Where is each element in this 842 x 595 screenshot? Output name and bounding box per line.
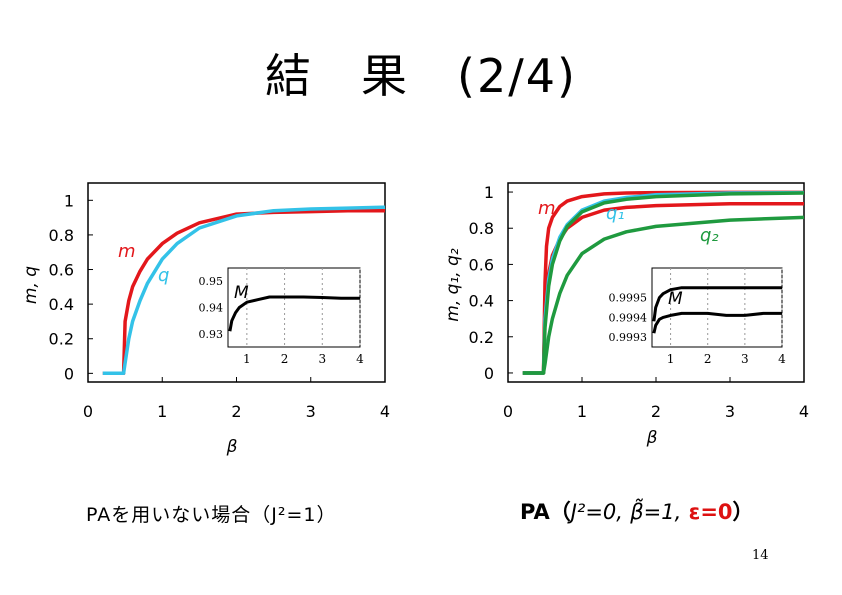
inset-y-tick-label: 0.9995 [609,292,648,305]
page-number: 14 [752,548,769,563]
y-axis-label: m, q₁, q₂ [443,248,463,322]
x-tick-label: 2 [651,402,661,421]
x-tick-label: 1 [157,402,167,421]
x-tick-label: 1 [577,402,587,421]
inset-x-tick-label: 4 [778,352,786,366]
y-tick-label: 0 [484,364,494,383]
y-tick-label: 0.6 [49,261,74,280]
series-line-m [102,208,385,376]
curve-label-q₁: q₁ [606,203,625,224]
y-tick-label: 1 [484,183,494,202]
inset-x-tick-label: 3 [318,352,326,366]
inset-x-tick-label: 3 [741,352,749,366]
inset-frame [227,267,361,348]
series-line-q₂ [522,191,805,375]
x-tick-label: 0 [83,402,93,421]
curve-label-q₂: q₂ [700,225,719,246]
inset-x-tick-label: 1 [243,352,251,366]
y-tick-label: 0.8 [49,226,74,245]
series-line-q [102,205,386,376]
y-tick-label: 0 [64,364,74,383]
x-tick-label: 4 [380,402,390,421]
inset-x-tick-label: 2 [281,352,289,366]
inset-y-tick-label: 0.95 [199,275,224,288]
caption-right-prefix: PA（ [520,500,571,524]
y-axis-label: m, q [21,266,41,304]
caption-right-beta: β̃=1, [630,500,682,524]
caption-left: PAを用いない場合（J²=1） [86,504,337,526]
series-line-q₂ [522,215,805,375]
curve-label-m: m [538,198,556,219]
caption-right-suffix: ） [732,500,754,524]
y-tick-label: 0.6 [469,255,494,274]
x-tick-label: 0 [503,402,513,421]
curve-label-q: q [158,265,169,286]
inset-y-tick-label: 0.9993 [609,331,648,344]
inset-y-tick-label: 0.94 [199,302,224,315]
x-tick-label: 4 [799,402,809,421]
inset-frame [651,267,783,348]
slide-title: 結 果 (2/4) [265,49,577,103]
y-tick-label: 0.8 [469,219,494,238]
inset-series-M [228,295,360,332]
inset-series-M [652,311,782,334]
x-tick-label: 3 [306,402,316,421]
x-axis-label: β [226,437,238,457]
inset-label: M [234,283,249,303]
x-tick-label: 2 [231,402,241,421]
series-line-m [522,190,804,375]
y-tick-label: 0.4 [469,292,494,311]
inset-y-tick-label: 0.9994 [609,311,648,324]
caption-right-j: J²=0, [570,500,623,524]
y-tick-label: 1 [64,191,74,210]
curve-label-m: m [118,241,136,262]
inset-series-M [652,286,782,322]
inset-label: M [668,289,683,309]
inset-y-tick-label: 0.93 [199,328,224,341]
caption-right-eps: ε=0 [688,500,733,524]
x-axis-label: β [646,428,658,448]
y-tick-label: 0.4 [49,295,74,314]
y-tick-label: 0.2 [49,330,74,349]
inset-x-tick-label: 2 [704,352,712,366]
y-tick-label: 0.2 [469,328,494,347]
inset-x-tick-label: 4 [356,352,364,366]
x-tick-label: 3 [725,402,735,421]
caption-right: PA（J²=0, β̃=1, ε=0） [520,496,754,526]
inset-x-tick-label: 1 [667,352,675,366]
